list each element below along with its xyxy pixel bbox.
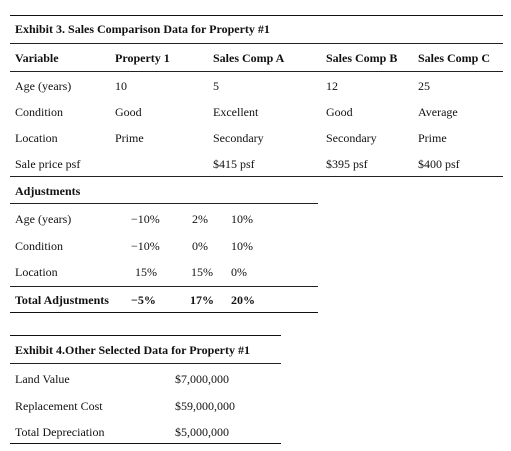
adjustments-title: Adjustments [15,184,81,198]
header-variable: Variable [15,51,59,65]
replacement-cost-amount: $59,000,000 [175,399,235,413]
row-sale-price-comp-a: $415 psf [213,157,255,171]
adj-location-label: Location [15,265,58,279]
adj-location-value-1: 15% [135,265,157,279]
exhibit4-title-rule [10,363,281,364]
exhibit4-top-rule [10,335,281,336]
row-sale-price-comp-c: $400 psf [418,157,460,171]
exhibit3-top-rule [10,15,503,16]
exhibit4-title: Exhibit 4.Other Selected Data for Proper… [15,343,250,357]
adj-location-value-3: 0% [231,265,247,279]
land-value-amount: $7,000,000 [175,372,229,386]
header-sales-comp-b: Sales Comp B [326,51,398,65]
row-condition-comp-b: Good [326,105,353,119]
header-sales-comp-c: Sales Comp C [418,51,491,65]
row-location-property-1: Prime [115,131,144,145]
row-sale-price-label: Sale price psf [15,157,81,171]
row-age-property-1: 10 [115,79,127,93]
adj-total-label: Total Adjustments [15,293,109,307]
row-condition-comp-a: Excellent [213,105,259,119]
exhibit3-title-rule [10,43,503,44]
exhibit3-body-rule [10,176,503,177]
header-sales-comp-a: Sales Comp A [213,51,285,65]
row-condition-property-1: Good [115,105,142,119]
adj-age-value-3: 10% [231,212,253,226]
adj-condition-value-1: −10% [131,239,160,253]
exhibit3-title: Exhibit 3. Sales Comparison Data for Pro… [15,22,270,36]
adj-location-value-2: 15% [191,265,213,279]
row-location-comp-a: Secondary [213,131,264,145]
total-depreciation-label: Total Depreciation [15,425,105,439]
adj-age-value-1: −10% [131,212,160,226]
adj-condition-value-3: 10% [231,239,253,253]
row-condition-label: Condition [15,105,64,119]
adjustments-title-rule [10,203,318,204]
adj-total-value-1: −5% [131,293,156,307]
exhibit4-bottom-rule [10,443,281,444]
adjustments-total-top-rule [10,286,318,287]
row-age-label: Age (years) [15,79,72,93]
row-location-label: Location [15,131,58,145]
total-depreciation-amount: $5,000,000 [175,425,229,439]
header-property-1: Property 1 [115,51,170,65]
row-location-comp-c: Prime [418,131,447,145]
row-condition-comp-c: Average [418,105,458,119]
row-sale-price-comp-b: $395 psf [326,157,368,171]
adj-age-label: Age (years) [15,212,72,226]
land-value-label: Land Value [15,372,70,386]
row-age-comp-c: 25 [418,79,430,93]
adj-age-value-2: 2% [192,212,208,226]
row-age-comp-b: 12 [326,79,338,93]
row-age-comp-a: 5 [213,79,219,93]
adj-total-value-3: 20% [231,293,255,307]
replacement-cost-label: Replacement Cost [15,399,103,413]
adj-total-value-2: 17% [190,293,214,307]
adj-condition-value-2: 0% [192,239,208,253]
adj-condition-label: Condition [15,239,64,253]
exhibit3-header-rule [10,71,503,72]
row-location-comp-b: Secondary [326,131,377,145]
exhibit3-bottom-rule [10,312,318,313]
